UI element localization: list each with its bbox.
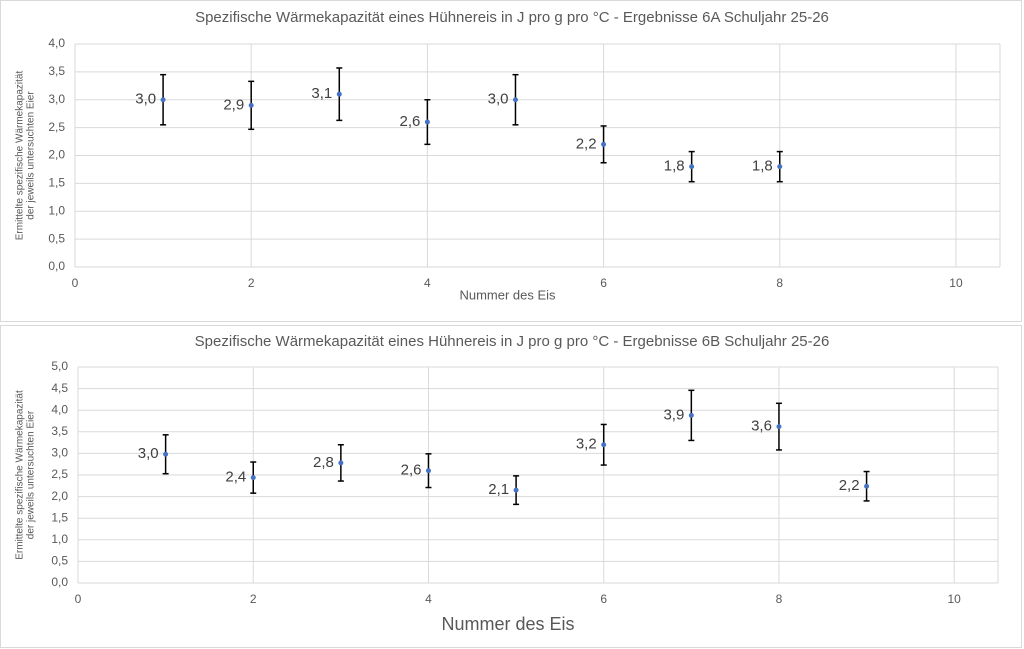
x-tick-label: 0 <box>75 592 82 606</box>
data-label: 2,6 <box>401 462 422 479</box>
data-point <box>689 164 695 170</box>
data-point <box>688 412 694 418</box>
data-point <box>601 141 607 147</box>
y-tick-label: 2,5 <box>48 120 65 134</box>
data-label: 3,9 <box>663 406 684 423</box>
data-point <box>250 475 256 481</box>
x-tick-label: 6 <box>600 276 607 290</box>
x-tick-label: 4 <box>424 276 431 290</box>
data-label: 3,1 <box>311 85 332 102</box>
data-point <box>425 468 431 474</box>
data-label: 3,0 <box>135 91 156 108</box>
y-axis-title: der jeweils untersuchten Eier <box>26 410 37 539</box>
y-tick-label: 4,0 <box>51 402 68 416</box>
data-point <box>163 451 169 457</box>
chart-title: Spezifische Wärmekapazität eines Hühnere… <box>195 333 830 350</box>
x-tick-label: 8 <box>776 276 783 290</box>
y-tick-label: 3,5 <box>51 424 68 438</box>
x-tick-label: 8 <box>776 592 783 606</box>
x-tick-label: 2 <box>250 592 257 606</box>
data-label: 3,0 <box>138 445 159 462</box>
y-tick-label: 4,5 <box>51 381 68 395</box>
data-label: 2,8 <box>313 454 334 471</box>
data-label: 2,4 <box>225 469 246 486</box>
y-tick-label: 1,5 <box>48 176 65 190</box>
data-point <box>338 460 344 466</box>
y-axis-title: Ermittelte spezifische Wärmekapazität <box>15 71 26 241</box>
y-tick-label: 1,5 <box>51 510 68 524</box>
x-tick-label: 2 <box>248 276 255 290</box>
data-label: 2,6 <box>400 113 421 130</box>
y-axis-title: Ermittelte spezifische Wärmekapazität <box>15 390 26 560</box>
y-tick-label: 0,5 <box>51 554 68 568</box>
data-point <box>160 97 166 103</box>
data-label: 1,8 <box>752 158 773 175</box>
data-label: 3,2 <box>576 436 597 453</box>
data-point <box>776 424 782 430</box>
y-tick-label: 1,0 <box>48 203 65 217</box>
y-tick-label: 3,5 <box>48 64 65 78</box>
data-label: 1,8 <box>664 158 685 175</box>
data-label: 3,6 <box>751 418 772 435</box>
y-tick-label: 0,0 <box>48 259 65 273</box>
y-tick-label: 3,0 <box>51 446 68 460</box>
data-point <box>424 119 430 125</box>
x-tick-label: 10 <box>949 276 963 290</box>
x-tick-label: 0 <box>72 276 79 290</box>
y-tick-label: 2,0 <box>51 489 68 503</box>
x-tick-label: 10 <box>948 592 962 606</box>
data-point <box>512 97 518 103</box>
chart-frame <box>0 0 1022 322</box>
data-point <box>336 91 342 97</box>
data-label: 2,2 <box>576 135 597 152</box>
data-point <box>777 164 783 170</box>
x-tick-label: 4 <box>425 592 432 606</box>
y-tick-label: 0,0 <box>51 575 68 589</box>
y-tick-label: 4,0 <box>48 36 65 50</box>
x-axis-title: Nummer des Eis <box>459 287 556 302</box>
x-axis-title: Nummer des Eis <box>441 614 574 634</box>
data-point <box>601 442 607 448</box>
data-point <box>513 487 519 493</box>
data-label: 2,1 <box>488 481 509 498</box>
y-tick-label: 1,0 <box>51 532 68 546</box>
y-tick-label: 5,0 <box>51 359 68 373</box>
x-tick-label: 6 <box>600 592 607 606</box>
y-axis-title: der jeweils untersuchten Eier <box>26 91 37 220</box>
y-tick-label: 0,5 <box>48 231 65 245</box>
y-tick-label: 2,0 <box>48 148 65 162</box>
y-tick-label: 2,5 <box>51 467 68 481</box>
data-point <box>248 102 254 108</box>
data-label: 2,2 <box>839 477 860 494</box>
data-label: 2,9 <box>223 96 244 113</box>
chart-title: Spezifische Wärmekapazität eines Hühnere… <box>195 9 829 26</box>
chart-frame <box>0 325 1022 648</box>
y-tick-label: 3,0 <box>48 92 65 106</box>
data-point <box>864 483 870 489</box>
data-label: 3,0 <box>488 91 509 108</box>
